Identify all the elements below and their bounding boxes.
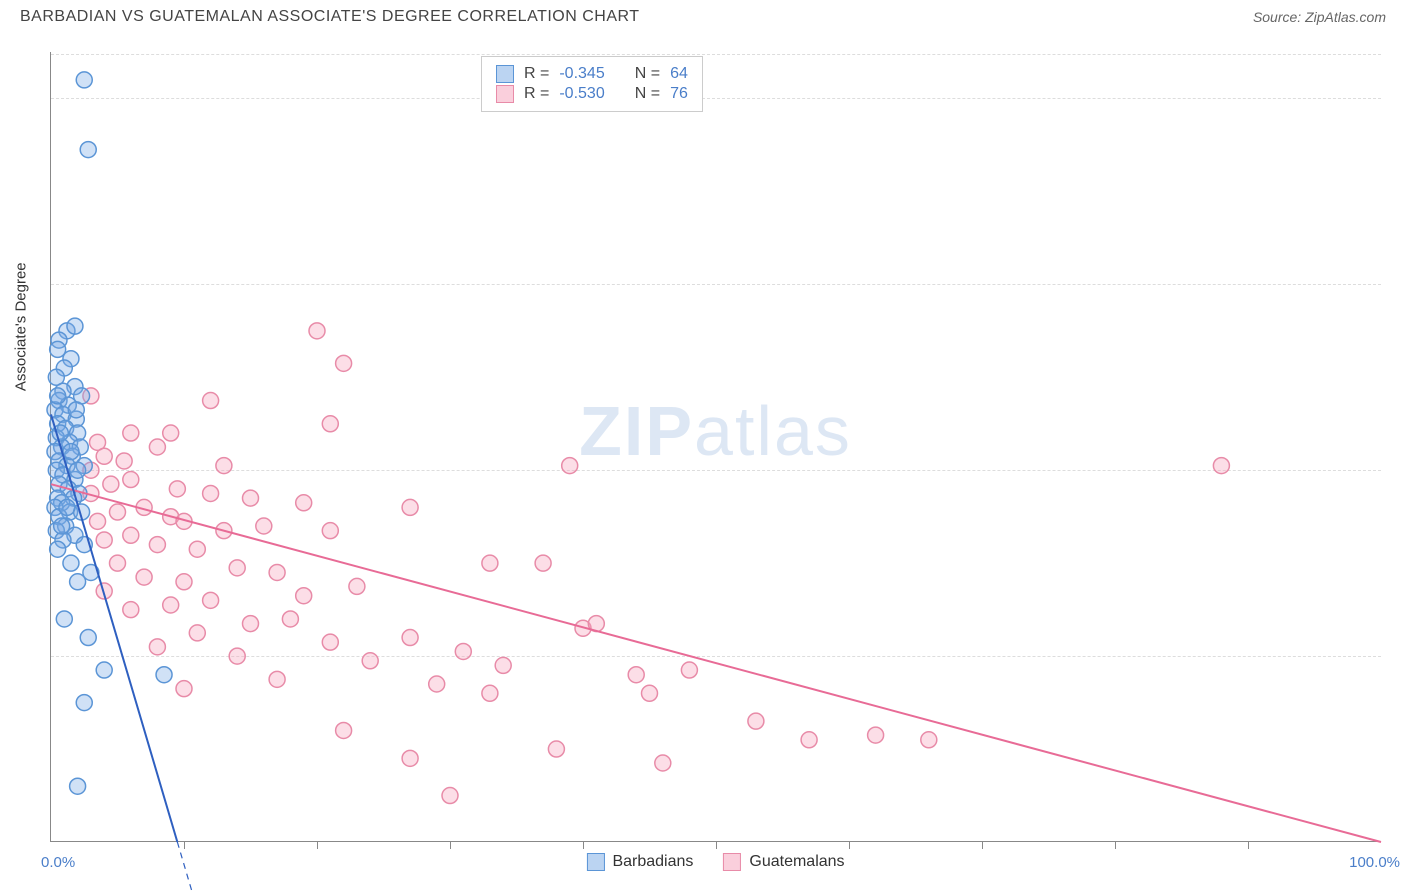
y-axis-title: Associate's Degree (13, 262, 30, 391)
legend-item-guatemalans: Guatemalans (723, 853, 844, 871)
swatch-pink-icon (723, 853, 741, 871)
scatter-svg (51, 52, 1381, 842)
bottom-legend: Barbadians Guatemalans (586, 853, 844, 871)
plot-area: 20.0%40.0%60.0%80.0% Associate's Degree … (50, 52, 1380, 842)
swatch-blue-icon (586, 853, 604, 871)
y-tick-label: 40.0% (1390, 462, 1406, 479)
y-tick-label: 20.0% (1390, 648, 1406, 665)
chart-container: 20.0%40.0%60.0%80.0% Associate's Degree … (50, 52, 1380, 842)
y-tick-label: 60.0% (1390, 276, 1406, 293)
x-axis-min-label: 0.0% (41, 854, 75, 871)
stats-legend-box: R = -0.345 N = 64 R = -0.530 N = 76 (481, 56, 703, 112)
swatch-blue-icon (496, 65, 514, 83)
swatch-pink-icon (496, 85, 514, 103)
stats-row-guatemalans: R = -0.530 N = 76 (496, 85, 688, 103)
chart-source: Source: ZipAtlas.com (1253, 9, 1386, 25)
x-axis-max-label: 100.0% (1349, 854, 1400, 871)
chart-header: BARBADIAN VS GUATEMALAN ASSOCIATE'S DEGR… (0, 0, 1406, 30)
chart-title: BARBADIAN VS GUATEMALAN ASSOCIATE'S DEGR… (20, 8, 640, 26)
legend-item-barbadians: Barbadians (586, 853, 693, 871)
y-tick-label: 80.0% (1390, 90, 1406, 107)
stats-row-barbadians: R = -0.345 N = 64 (496, 65, 688, 83)
